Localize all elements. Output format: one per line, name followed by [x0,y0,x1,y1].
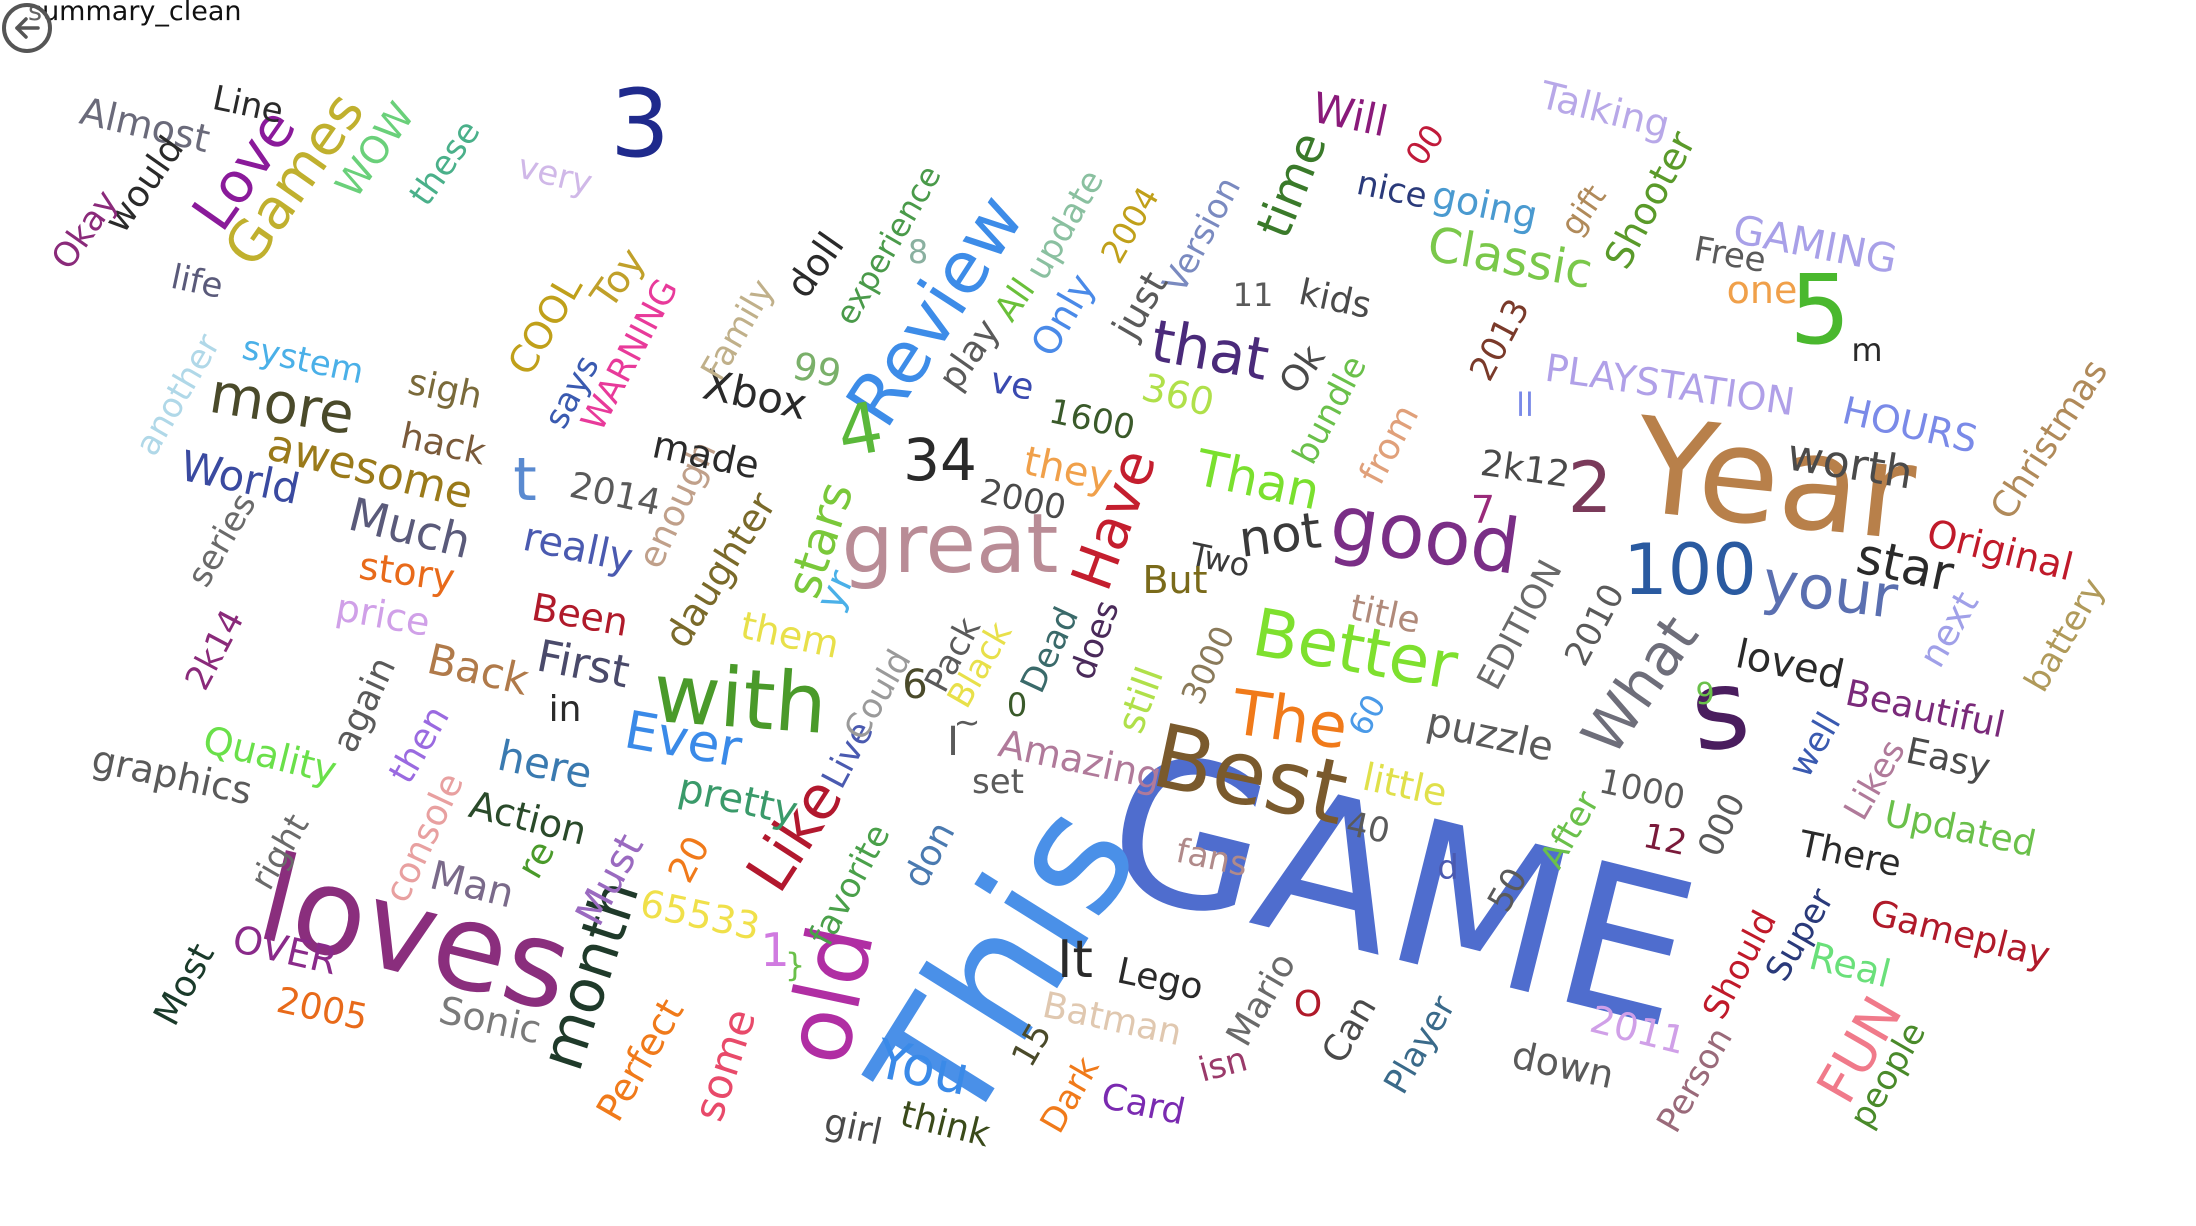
cloud-word-nice: nice [1353,163,1431,217]
cloud-word-will: Will [1308,82,1393,147]
cloud-word-2014: 2014 [566,464,665,525]
cloud-word-shooter: Shooter [1595,124,1705,276]
cloud-word-puzzle: puzzle [1422,699,1558,771]
cloud-word-time: time [1245,124,1339,246]
cloud-word-great: great [841,497,1059,592]
cloud-word-0: 0 [1006,686,1028,724]
cloud-word-00: 00 [1397,117,1453,173]
cloud-word-2004: 2004 [1093,180,1167,270]
cloud-word-symbol: ~ [953,703,981,741]
cloud-word-99: 99 [788,343,846,397]
cloud-word-line: Line [209,78,287,132]
cloud-word-card: Card [1097,1075,1189,1134]
cloud-word-does: does [1062,595,1128,685]
cloud-word-ve: ve [986,359,1038,410]
cloud-word-d: d [1437,848,1459,888]
cloud-word-1000: 1000 [1595,761,1689,819]
cloud-word-isn: isn [1194,1039,1252,1091]
cloud-word-one: one [1726,268,1798,312]
cloud-word-12: 12 [1639,815,1691,865]
cloud-word-40: 40 [1342,803,1394,853]
cloud-word-2: 2 [1567,447,1613,529]
cloud-word-i: I [947,719,959,765]
cloud-word-2k12: 2k12 [1477,442,1573,497]
cloud-word-5: 5 [1789,254,1851,366]
cloud-word-well: well [1780,705,1850,785]
cloud-word-lego: Lego [1113,950,1207,1009]
cloud-word-3000: 3000 [1173,620,1243,710]
cloud-word-m: m [1851,331,1883,369]
cloud-word-made: made [648,422,764,488]
cloud-word-t: t [513,445,537,515]
cloud-word-ll: ll [1516,386,1534,424]
cloud-word-000: 000 [1690,787,1754,863]
cloud-word-in: in [548,689,582,730]
cloud-word-back: Back [422,634,534,705]
cloud-word-o: O [1293,984,1323,1025]
cloud-word-battery: battery [2016,571,2114,699]
cloud-word-really: really [519,514,637,582]
cloud-word-6: 6 [902,662,928,708]
cloud-word-only: Only [1022,266,1104,364]
cloud-word-11: 11 [1232,276,1274,314]
cloud-word-gameplay: Gameplay [1866,892,2055,977]
back-button[interactable] [2,3,52,53]
cloud-word-gift: gift [1552,177,1614,243]
cloud-word-65533: 65533 [636,880,764,950]
cloud-word-very: very [513,146,597,204]
cloud-word-3: 3 [610,70,670,179]
cloud-word-girl: girl [820,1101,886,1154]
cloud-word-next: next [1911,584,1988,675]
cloud-word-price: price [332,585,434,645]
cloud-word-but: But [1142,558,1208,602]
cloud-word-real: Real [1804,933,1896,997]
cloud-word-you: You [871,1027,976,1108]
cloud-word-can: Can [1314,989,1385,1071]
cloud-word-9: 9 [1695,677,1715,712]
cloud-word-talking: Talking [1535,72,1675,148]
cloud-word-again: again [324,650,405,759]
cloud-word-updated: Updated [1880,793,2040,866]
cloud-word-kids: kids [1295,271,1375,328]
cloud-word-set: set [972,762,1024,802]
cloud-word-the: The [1227,675,1353,764]
cloud-word-1: 1 [760,923,790,977]
cloud-word-34: 34 [903,426,977,494]
cloud-word-2k14: 2k14 [177,603,253,697]
cloud-word-8: 8 [907,233,929,271]
cloud-word-series: series [179,486,265,594]
cloud-word-okay: Okay [43,182,127,278]
cloud-word-7: 7 [1470,488,1496,532]
cloud-word-20: 20 [660,829,719,890]
cloud-word-pretty: pretty [674,764,802,836]
cloud-word-sigh: sigh [404,361,486,418]
cloud-word-from: from [1351,398,1428,492]
back-arrow-icon [15,17,40,39]
cloud-word-100: 100 [1623,529,1757,611]
cloud-word-most: Most [146,937,223,1033]
cloud-word-loved: loved [1731,631,1849,699]
cloud-word-symbol: } [784,946,806,984]
cloud-word-it: It [1057,930,1093,990]
cloud-word-life: life [167,257,227,307]
cloud-word-some: some [683,1002,766,1127]
cloud-word-1600: 1600 [1045,391,1139,449]
cloud-word-here: here [493,730,597,799]
cloud-word-christmas: Christmas [1982,352,2117,528]
page-title: summary_clean [28,0,242,27]
cloud-word-family: Family [693,272,783,388]
cloud-word-2013: 2013 [1462,292,1538,388]
